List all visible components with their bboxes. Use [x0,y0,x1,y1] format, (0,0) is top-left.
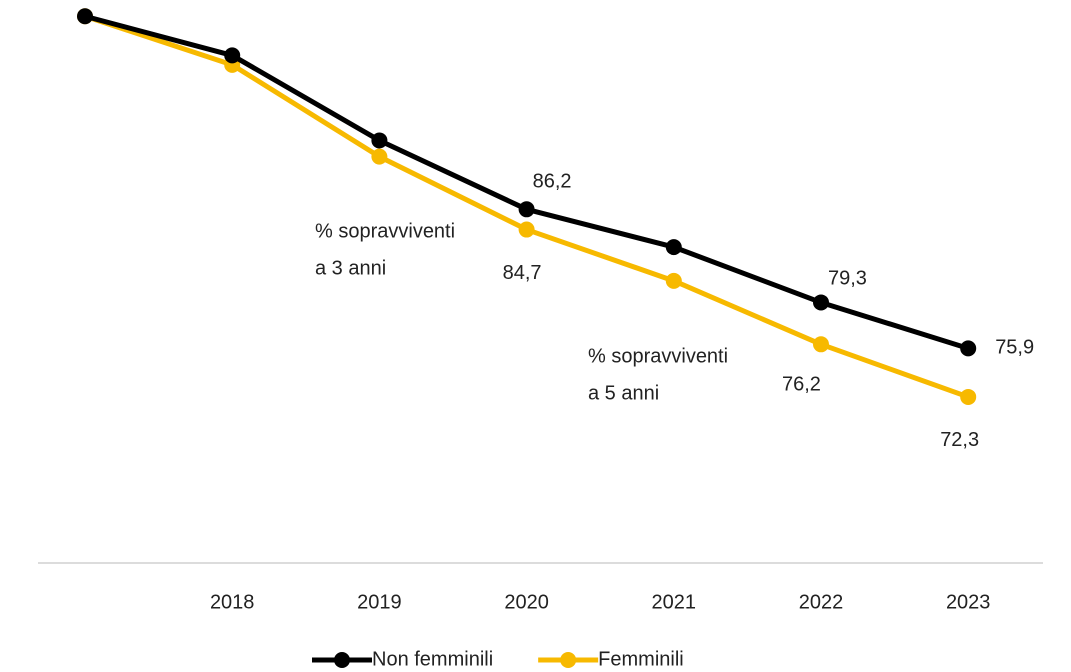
annotation: a 3 anni [315,257,386,279]
data-label: 79,3 [828,268,867,290]
annotation: % sopravviventi [588,345,728,367]
legend-marker [334,652,350,668]
point [665,239,682,256]
x-tick-label: 2023 [946,591,991,613]
x-tick-label: 2020 [504,591,549,613]
point [960,388,977,405]
legend-label: Femminili [598,648,684,670]
point [224,47,241,64]
data-label: 72,3 [940,429,979,451]
point [813,336,829,353]
point [665,272,682,289]
point [518,221,535,238]
annotation: % sopravviventi [315,220,455,242]
legend-marker [560,652,577,668]
point [813,294,829,311]
point [960,340,977,357]
annotation: a 5 anni [588,382,659,404]
x-tick-label: 2019 [357,591,402,613]
x-tick-label: 2018 [210,591,255,613]
data-label: 84,7 [503,262,542,284]
legend-label: Non femminili [372,648,493,670]
point [518,201,535,218]
x-tick-label: 2022 [799,591,844,613]
data-label: 86,2 [533,171,572,193]
point [371,148,388,165]
point [77,8,93,25]
data-label: 75,9 [995,337,1034,359]
series-line [84,13,969,351]
data-label: 76,2 [782,374,821,396]
x-tick-label: 2021 [652,591,697,613]
point [371,132,388,149]
